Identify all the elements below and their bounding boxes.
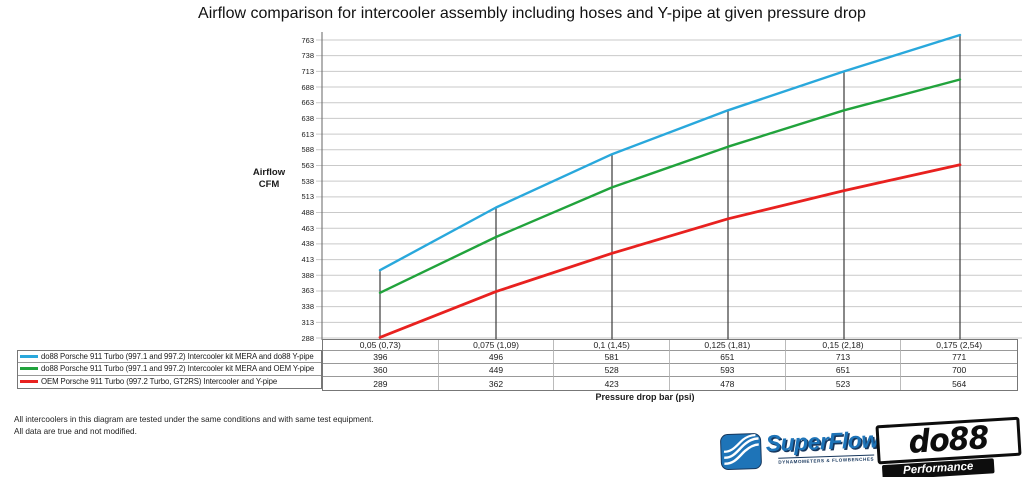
y-tick-label: 538 bbox=[301, 176, 314, 186]
legend-label: do88 Porsche 911 Turbo (997.1 and 997.2)… bbox=[41, 352, 314, 362]
chart-legend: do88 Porsche 911 Turbo (997.1 and 997.2)… bbox=[17, 350, 322, 389]
category-header-cell: 0,15 (2,18) bbox=[785, 340, 902, 351]
legend-label: OEM Porsche 911 Turbo (997.2 Turbo, GT2R… bbox=[41, 377, 278, 387]
value-cell: 289 bbox=[323, 377, 439, 390]
y-tick-label: 313 bbox=[301, 317, 314, 327]
legend-line-swatch bbox=[20, 380, 38, 384]
superflow-wordmark: SuperFlow bbox=[765, 426, 880, 457]
value-cell: 362 bbox=[439, 377, 555, 390]
legend-item: do88 Porsche 911 Turbo (997.1 and 997.2)… bbox=[18, 351, 321, 364]
y-tick-label: 738 bbox=[301, 51, 314, 61]
value-cell: 496 bbox=[438, 351, 555, 364]
footnote-line1: All intercoolers in this diagram are tes… bbox=[14, 415, 374, 424]
y-tick-label: 388 bbox=[301, 270, 314, 280]
do88-wordmark: do88 bbox=[907, 419, 990, 461]
y-axis-title-line2: CFM bbox=[258, 179, 280, 190]
legend-line-swatch bbox=[20, 355, 38, 359]
value-cell: 593 bbox=[669, 364, 786, 377]
legend-line-swatch bbox=[20, 367, 38, 371]
legend-item: do88 Porsche 911 Turbo (997.1 and 997.2)… bbox=[18, 363, 321, 376]
legend-item: OEM Porsche 911 Turbo (997.2 Turbo, GT2R… bbox=[18, 376, 321, 388]
y-tick-label: 613 bbox=[301, 129, 314, 139]
y-axis-title: Airflow CFM bbox=[238, 167, 300, 191]
value-cell: 360 bbox=[323, 364, 439, 377]
category-header-cell: 0,175 (2,54) bbox=[901, 340, 1017, 351]
y-tick-label: 763 bbox=[301, 35, 314, 45]
value-cell: 478 bbox=[670, 377, 786, 390]
value-cell: 396 bbox=[323, 351, 439, 364]
category-header-cell: 0,075 (1,09) bbox=[438, 340, 555, 351]
superflow-logo: SuperFlow DYNAMOMETERS & FLOWBENCHES bbox=[719, 426, 882, 476]
value-cell: 651 bbox=[669, 351, 786, 364]
value-cell: 449 bbox=[438, 364, 555, 377]
y-tick-label: 363 bbox=[301, 286, 314, 296]
category-header-cell: 0,05 (0,73) bbox=[323, 340, 439, 351]
do88-logo: do88 Performance bbox=[875, 416, 1022, 477]
y-tick-label: 688 bbox=[301, 82, 314, 92]
do88-logo-box: do88 bbox=[875, 416, 1022, 465]
y-tick-label: 288 bbox=[301, 333, 314, 343]
value-cell: 771 bbox=[901, 351, 1017, 364]
chart-title: Airflow comparison for intercooler assem… bbox=[198, 5, 866, 22]
y-tick-label: 413 bbox=[301, 255, 314, 265]
footnote: All intercoolers in this diagram are tes… bbox=[14, 414, 374, 437]
y-tick-label: 563 bbox=[301, 160, 314, 170]
value-cell: 713 bbox=[785, 351, 902, 364]
y-axis-title-line1: Airflow bbox=[252, 167, 286, 178]
y-tick-label: 463 bbox=[301, 223, 314, 233]
category-header-cell: 0,1 (1,45) bbox=[554, 340, 670, 351]
x-axis-title: Pressure drop bar (psi) bbox=[595, 392, 695, 402]
value-cell: 651 bbox=[785, 364, 902, 377]
value-cell: 423 bbox=[554, 377, 670, 390]
data-table: 0,05 (0,73) 0,075 (1,09) 0,1 (1,45) 0,125 (… bbox=[322, 339, 1018, 391]
plot-area bbox=[316, 32, 1022, 340]
category-header-cell: 0,125 (1,81) bbox=[669, 340, 786, 351]
y-tick-label: 663 bbox=[301, 98, 314, 108]
y-tick-label: 638 bbox=[301, 113, 314, 123]
y-tick-label: 713 bbox=[301, 66, 314, 76]
y-tick-label: 513 bbox=[301, 192, 314, 202]
y-tick-label: 588 bbox=[301, 145, 314, 155]
value-cell: 528 bbox=[554, 364, 670, 377]
superflow-swoosh-icon bbox=[720, 433, 762, 471]
y-tick-label: 338 bbox=[301, 302, 314, 312]
y-tick-label: 488 bbox=[301, 208, 314, 218]
y-tick-label: 438 bbox=[301, 239, 314, 249]
value-cell: 564 bbox=[952, 378, 967, 389]
footnote-line2: All data are true and not modified. bbox=[14, 426, 137, 436]
value-cell: 523 bbox=[786, 377, 902, 390]
legend-label: do88 Porsche 911 Turbo (997.1 and 997.2)… bbox=[41, 364, 315, 374]
value-cell: 581 bbox=[554, 351, 670, 364]
value-cell: 700 bbox=[901, 364, 1017, 377]
